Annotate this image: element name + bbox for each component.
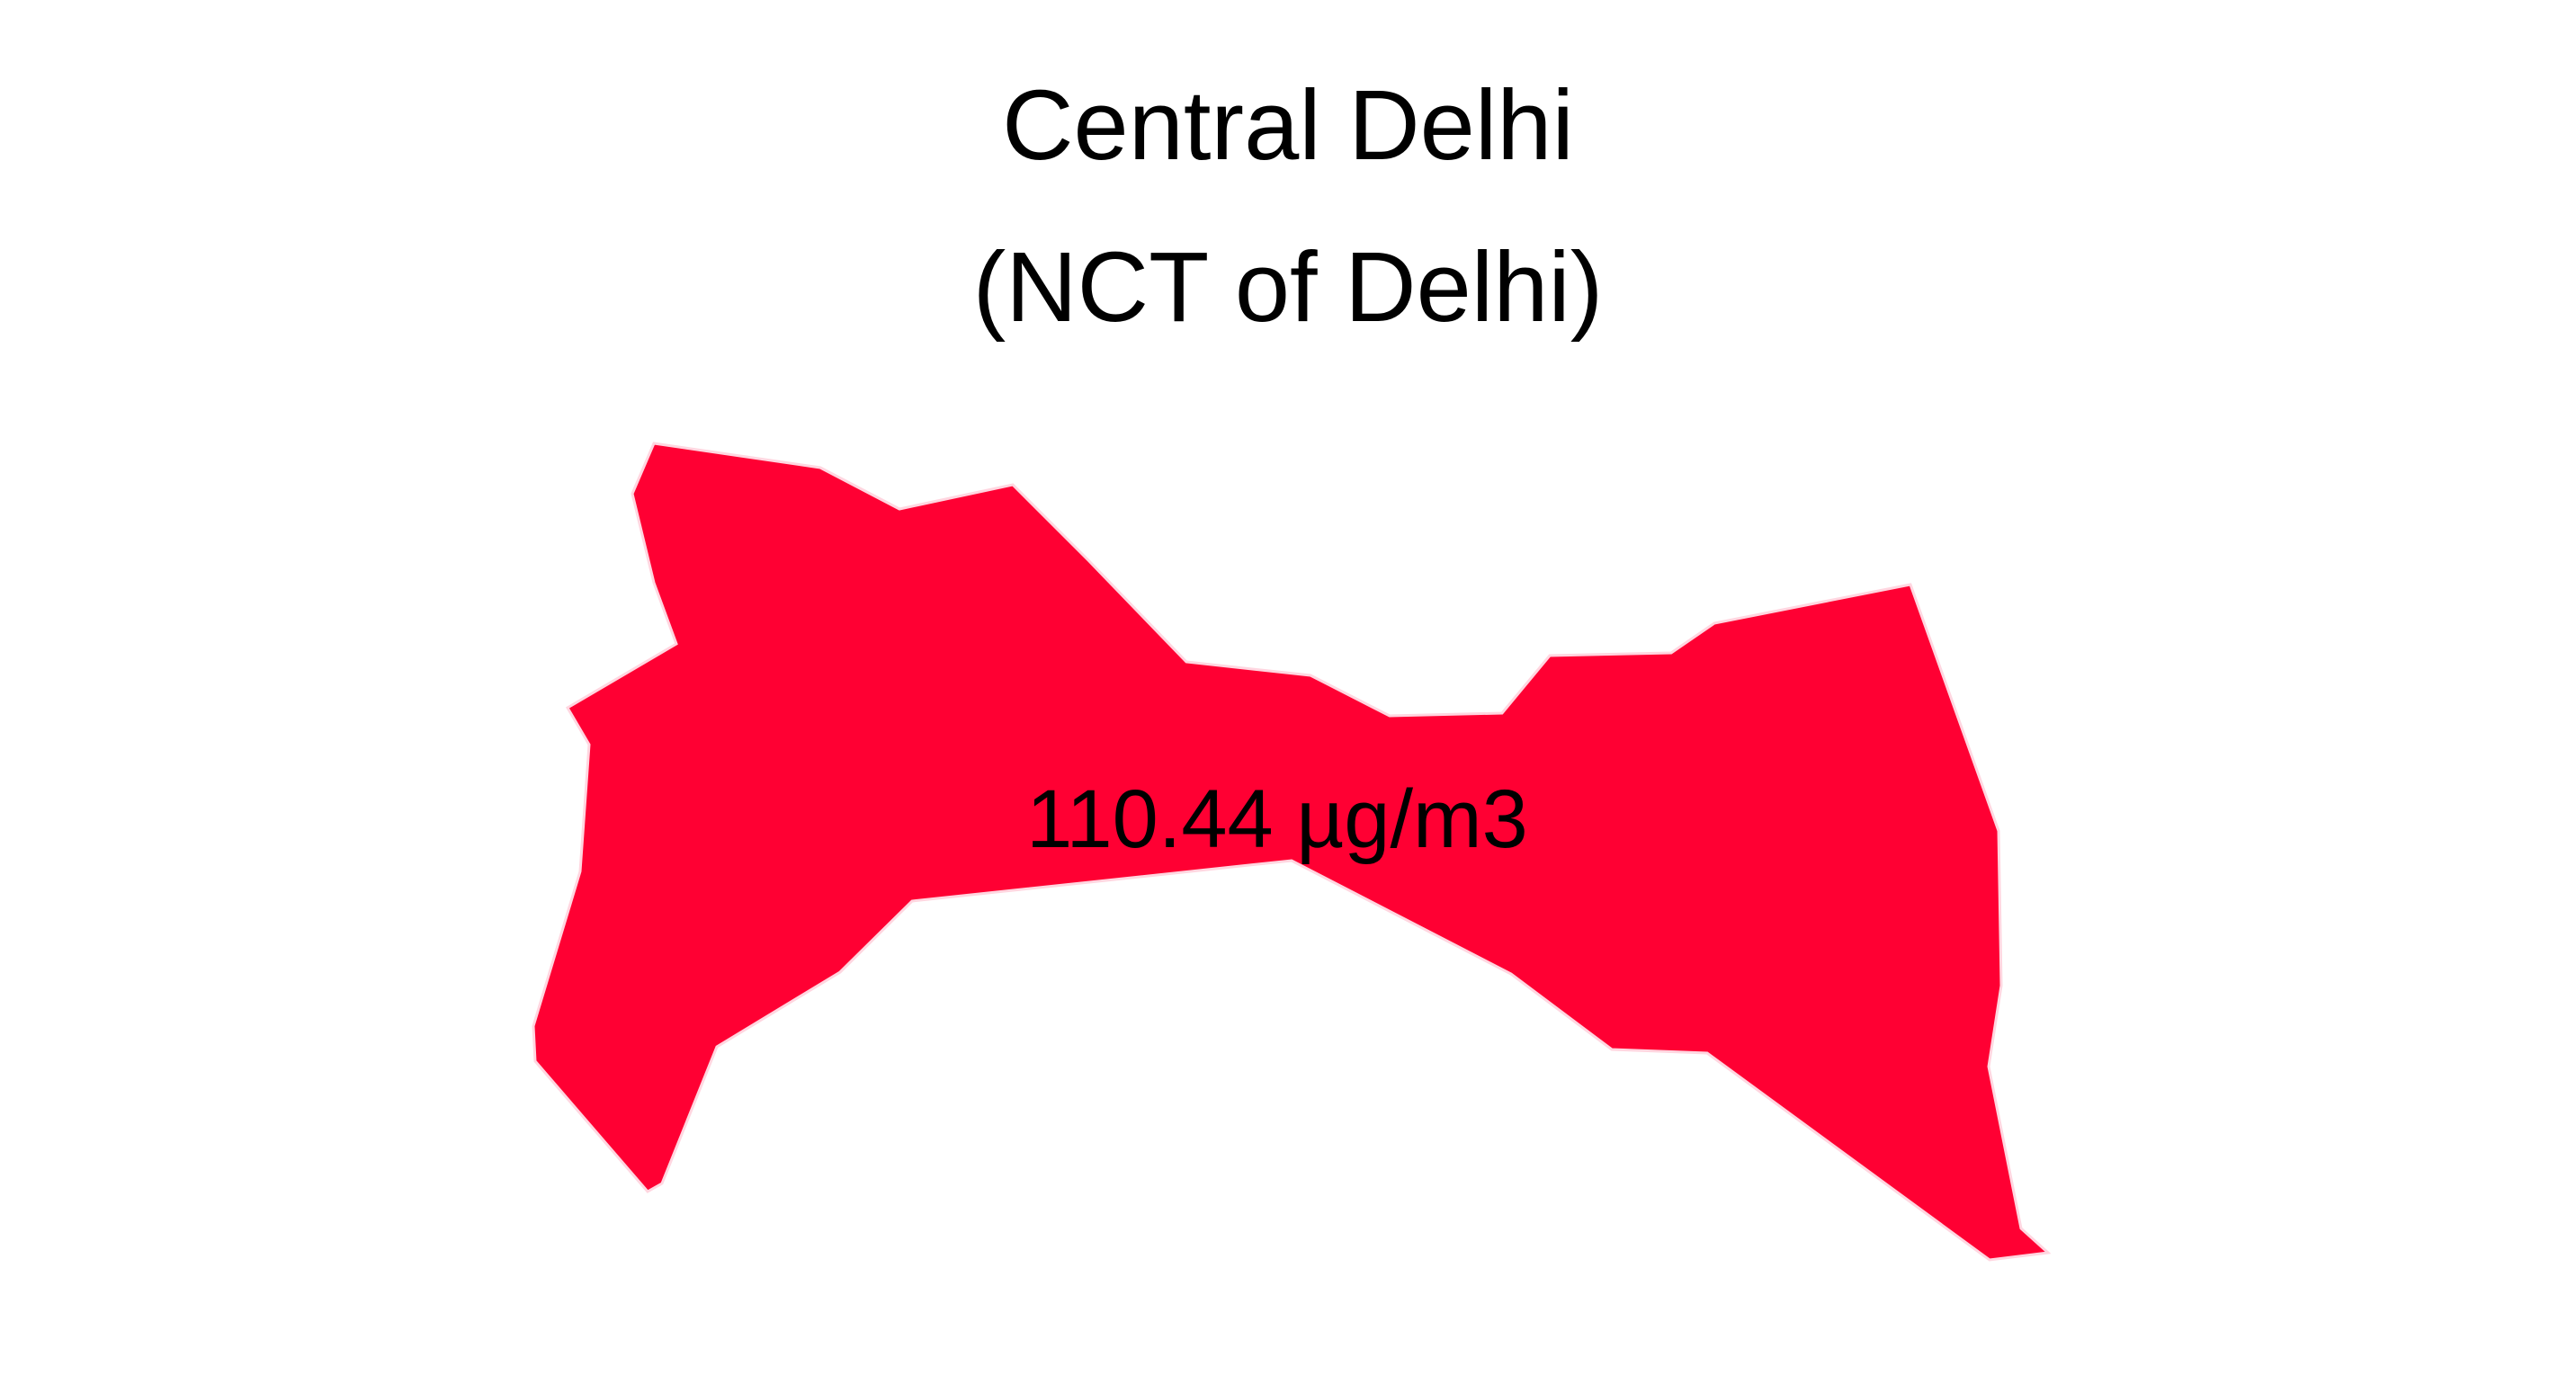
state-name: (NCT of Delhi) bbox=[972, 232, 1604, 343]
district-name: Central Delhi bbox=[1002, 70, 1574, 181]
district-region-shape bbox=[532, 442, 2052, 1262]
district-value-label: 110.44 µg/m3 bbox=[1026, 773, 1528, 865]
map-title: Central Delhi (NCT of Delhi) bbox=[0, 45, 2576, 369]
